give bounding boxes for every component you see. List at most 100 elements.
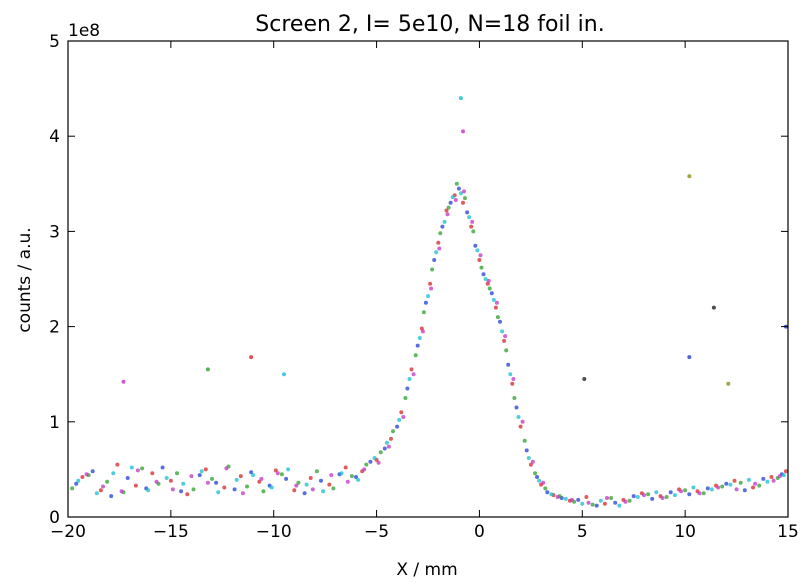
data-point bbox=[442, 219, 447, 224]
data-point bbox=[181, 481, 186, 486]
data-point bbox=[125, 476, 130, 480]
data-point bbox=[537, 478, 542, 483]
x-tick-label: 5 bbox=[577, 522, 588, 542]
data-point bbox=[448, 200, 453, 205]
x-tick-label: −10 bbox=[256, 522, 292, 542]
data-point bbox=[631, 494, 636, 499]
data-point bbox=[446, 205, 451, 210]
data-point bbox=[175, 471, 179, 476]
data-point bbox=[705, 486, 710, 491]
data-point bbox=[646, 492, 651, 497]
data-point bbox=[109, 494, 114, 499]
data-point bbox=[261, 489, 266, 494]
data-point bbox=[331, 486, 336, 491]
data-point bbox=[160, 465, 165, 470]
data-point bbox=[434, 250, 439, 255]
data-point bbox=[526, 456, 531, 460]
data-point bbox=[514, 405, 519, 410]
data-point bbox=[432, 258, 437, 262]
data-point bbox=[590, 502, 595, 507]
data-point bbox=[650, 496, 655, 501]
outlier-point bbox=[458, 96, 463, 101]
data-point bbox=[518, 424, 523, 429]
outlier-point bbox=[687, 355, 692, 360]
data-point bbox=[405, 386, 410, 391]
data-point bbox=[510, 381, 515, 386]
data-point bbox=[389, 436, 393, 441]
data-point bbox=[493, 305, 498, 310]
data-point bbox=[302, 491, 307, 496]
data-point bbox=[395, 424, 400, 429]
data-point bbox=[627, 498, 632, 503]
y-tick-label: 5 bbox=[49, 32, 60, 52]
x-tick-label: −15 bbox=[153, 522, 189, 542]
data-point bbox=[430, 267, 435, 272]
y-axis-ticks: 0 1 2 3 4 5 bbox=[49, 32, 788, 528]
x-tick-label: 0 bbox=[474, 522, 485, 542]
data-point bbox=[119, 489, 124, 494]
data-point bbox=[462, 189, 466, 194]
data-point bbox=[168, 478, 173, 483]
data-point bbox=[742, 488, 747, 493]
x-axis-label: X / mm bbox=[396, 560, 457, 580]
data-point bbox=[111, 471, 116, 476]
data-point bbox=[415, 343, 420, 348]
data-point bbox=[642, 493, 646, 498]
data-point bbox=[487, 286, 492, 291]
data-point bbox=[74, 481, 79, 486]
data-point bbox=[753, 481, 758, 486]
data-point bbox=[478, 253, 483, 258]
data-point bbox=[382, 446, 387, 451]
data-point bbox=[356, 477, 361, 482]
data-point bbox=[90, 469, 95, 474]
data-point bbox=[296, 480, 301, 485]
data-point bbox=[495, 315, 500, 320]
data-point bbox=[329, 473, 334, 478]
data-point bbox=[378, 450, 383, 455]
data-point bbox=[473, 243, 478, 248]
data-point bbox=[238, 474, 243, 479]
y-tick-label: 1 bbox=[49, 413, 60, 433]
data-point bbox=[598, 498, 603, 503]
y-tick-label: 0 bbox=[49, 508, 60, 528]
data-point bbox=[668, 490, 673, 495]
outlier-point bbox=[461, 129, 465, 134]
x-tick-label: −20 bbox=[50, 522, 86, 542]
data-point bbox=[154, 479, 159, 484]
data-point bbox=[440, 224, 445, 229]
data-point bbox=[140, 466, 145, 471]
data-point bbox=[563, 496, 568, 501]
data-point bbox=[170, 487, 175, 492]
y-axis-label: counts / a.u. bbox=[15, 227, 35, 332]
data-point bbox=[522, 438, 527, 443]
data-point bbox=[771, 478, 776, 483]
data-point bbox=[429, 286, 434, 291]
data-point bbox=[135, 468, 140, 473]
data-point bbox=[470, 219, 475, 224]
data-point bbox=[321, 489, 326, 494]
data-point bbox=[214, 480, 219, 485]
data-point bbox=[463, 196, 467, 201]
data-point bbox=[732, 478, 737, 483]
data-point bbox=[635, 495, 640, 499]
data-point bbox=[257, 479, 262, 484]
data-point bbox=[469, 224, 474, 229]
data-point bbox=[224, 466, 229, 471]
data-point bbox=[580, 501, 585, 506]
data-point bbox=[543, 486, 548, 491]
data-point bbox=[691, 485, 696, 490]
data-point bbox=[384, 440, 389, 445]
data-point bbox=[783, 469, 788, 474]
data-point bbox=[481, 272, 486, 277]
data-point bbox=[327, 482, 332, 487]
data-point bbox=[343, 465, 348, 470]
data-point bbox=[234, 477, 239, 482]
data-point bbox=[506, 362, 511, 367]
data-point bbox=[76, 478, 81, 483]
data-point bbox=[746, 477, 751, 482]
data-point bbox=[504, 348, 509, 353]
data-point bbox=[453, 198, 458, 202]
data-point bbox=[602, 501, 607, 506]
x-axis-ticks: −20 −15 −10 −5 0 5 10 15 bbox=[50, 41, 799, 542]
